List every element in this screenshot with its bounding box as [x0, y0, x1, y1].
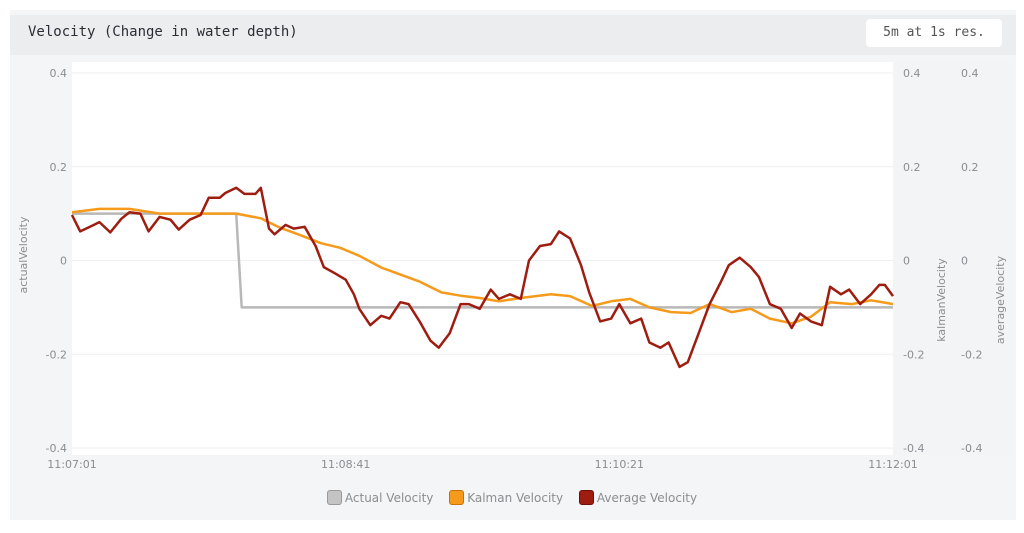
y-tick-label: 0.4 [961, 67, 979, 80]
x-tick-label: 11:10:21 [595, 458, 644, 471]
legend-swatch [578, 490, 594, 505]
chart-header [10, 15, 1016, 55]
y-tick-label: 0 [903, 255, 910, 268]
legend-swatch [449, 490, 465, 505]
x-tick-label: 11:12:01 [868, 458, 917, 471]
y-tick-label: 0.2 [50, 161, 68, 174]
chart-title: Velocity (Change in water depth) [28, 24, 298, 40]
y-axis-title: actualVelocity [17, 216, 30, 294]
legend: Actual Velocity Kalman Velocity Average … [0, 490, 1024, 508]
x-tick-label: 11:07:01 [47, 458, 96, 471]
right-axes-area [893, 62, 1013, 455]
legend-swatch [326, 490, 342, 505]
average-velocity-line [70, 186, 895, 369]
y-tick-label: -0.4 [903, 442, 924, 455]
y-tick-label: -0.2 [961, 348, 982, 361]
time-range-badge[interactable]: 5m at 1s res. [866, 19, 1002, 47]
legend-label: Average Velocity [596, 490, 698, 505]
legend-label: Actual Velocity [344, 490, 434, 505]
plot-area [72, 62, 893, 455]
y-tick-label: 0.2 [961, 161, 979, 174]
y-tick-label: -0.4 [961, 442, 982, 455]
y-tick-label: -0.2 [46, 348, 67, 361]
y-tick-label: -0.2 [903, 348, 924, 361]
legend-item-actual[interactable]: Actual Velocity [326, 490, 434, 505]
y-axis-title: averageVelocity [994, 255, 1007, 344]
y-tick-label: 0 [60, 255, 67, 268]
y-tick-label: 0.4 [50, 67, 68, 80]
y-tick-label: 0 [961, 255, 968, 268]
y-tick-label: 0.2 [903, 161, 921, 174]
kalman-velocity-line [71, 207, 894, 325]
y-axis-title: kalmanVelocity [935, 258, 948, 342]
x-tick-label: 11:08:41 [321, 458, 370, 471]
legend-label: Kalman Velocity [467, 490, 564, 505]
y-tick-label: 0.4 [903, 67, 921, 80]
y-tick-label: -0.4 [46, 442, 67, 455]
legend-item-average[interactable]: Average Velocity [578, 490, 698, 505]
legend-item-kalman[interactable]: Kalman Velocity [449, 490, 563, 505]
